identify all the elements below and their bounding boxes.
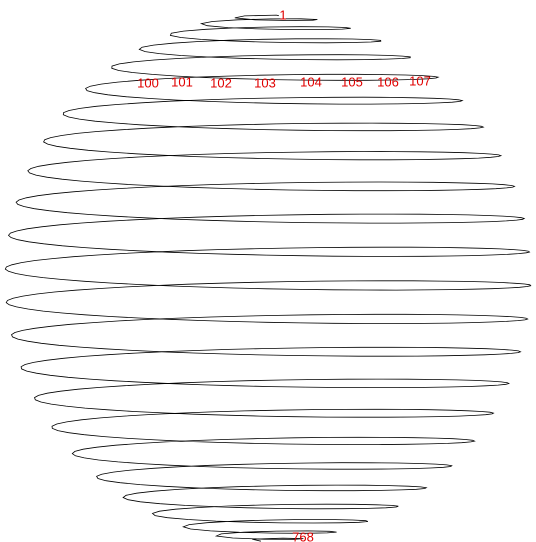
point-label: 104: [300, 74, 322, 89]
point-label: 102: [210, 75, 232, 90]
point-label: 1: [279, 7, 286, 22]
spiral-line: [4, 14, 532, 542]
point-label: 101: [171, 74, 193, 89]
point-label: 103: [254, 75, 276, 90]
point-label: 105: [341, 74, 363, 89]
point-label: 100: [137, 75, 159, 90]
point-label: 768: [292, 529, 314, 542]
point-label: 106: [377, 74, 399, 89]
point-label: 107: [409, 73, 431, 88]
